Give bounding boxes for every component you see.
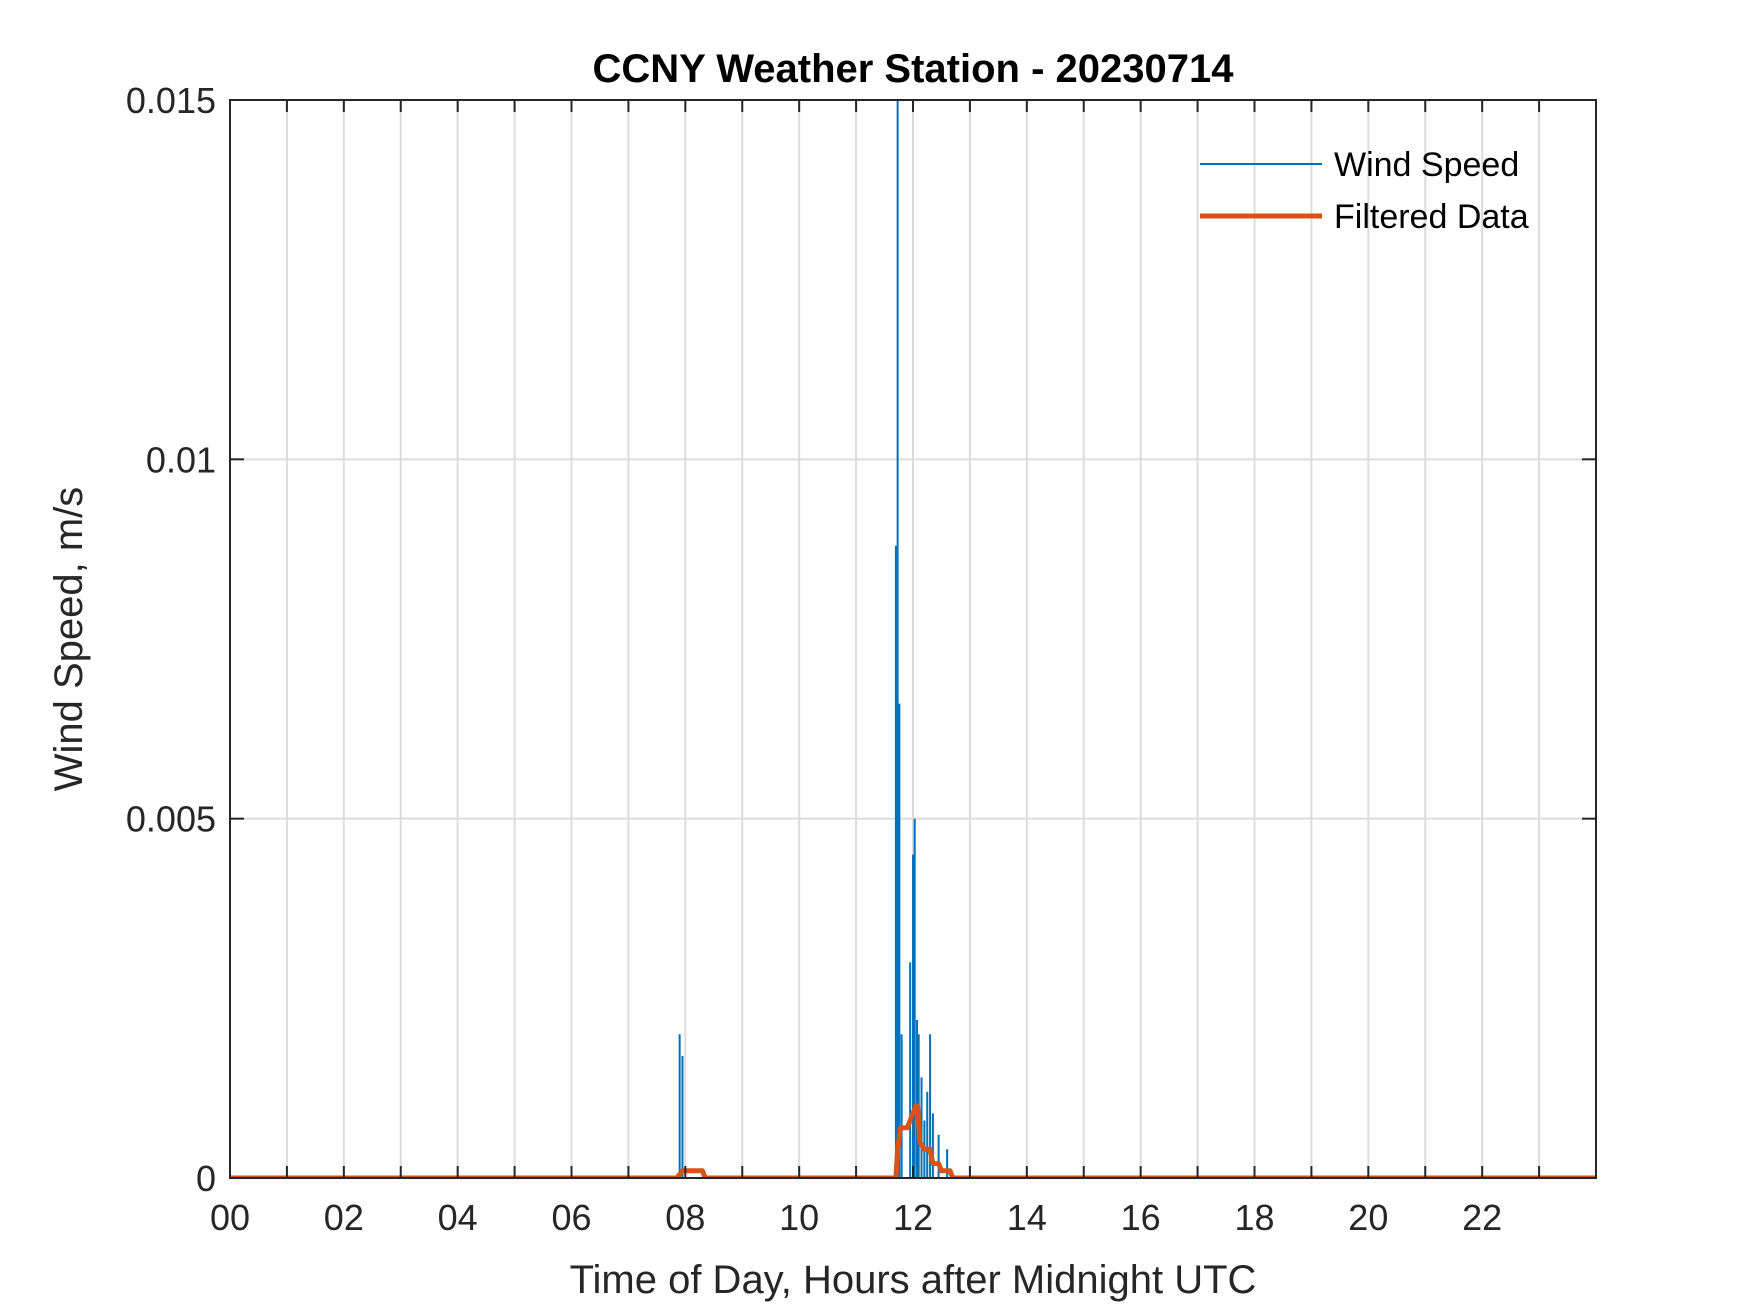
legend-label-wind-speed: Wind Speed [1334, 146, 1519, 184]
y-tick-label: 0.005 [126, 799, 216, 840]
series-filtered-data [230, 1103, 1596, 1178]
x-tick-label: 16 [1121, 1197, 1161, 1238]
x-tick-label: 06 [551, 1197, 591, 1238]
x-tick-label: 02 [324, 1197, 364, 1238]
filtered-data-line [230, 1103, 1596, 1178]
x-tick-label: 08 [665, 1197, 705, 1238]
series-wind-speed [230, 100, 1596, 1178]
x-tick-label: 10 [779, 1197, 819, 1238]
x-tick-label: 18 [1234, 1197, 1274, 1238]
y-tick-label: 0 [196, 1158, 216, 1199]
legend: Wind Speed Filtered Data [1200, 146, 1529, 236]
chart-title: CCNY Weather Station - 20230714 [593, 47, 1235, 91]
y-axis-label: Wind Speed, m/s [47, 487, 91, 792]
axis-ticks: 00 02 04 06 08 10 12 14 16 18 20 22 0 0.005 0.01 0.015 [126, 80, 1596, 1238]
legend-label-filtered-data: Filtered Data [1334, 198, 1529, 236]
x-tick-label: 04 [438, 1197, 478, 1238]
x-axis-label: Time of Day, Hours after Midnight UTC [570, 1258, 1257, 1302]
x-tick-label: 14 [1007, 1197, 1047, 1238]
x-tick-label: 20 [1348, 1197, 1388, 1238]
x-tick-label: 12 [893, 1197, 933, 1238]
y-tick-label: 0.01 [146, 439, 216, 480]
y-tick-label: 0.015 [126, 80, 216, 121]
x-tick-label: 00 [210, 1197, 250, 1238]
series-layer [230, 100, 1596, 1178]
x-tick-label: 22 [1462, 1197, 1502, 1238]
grid-lines [230, 100, 1596, 1178]
